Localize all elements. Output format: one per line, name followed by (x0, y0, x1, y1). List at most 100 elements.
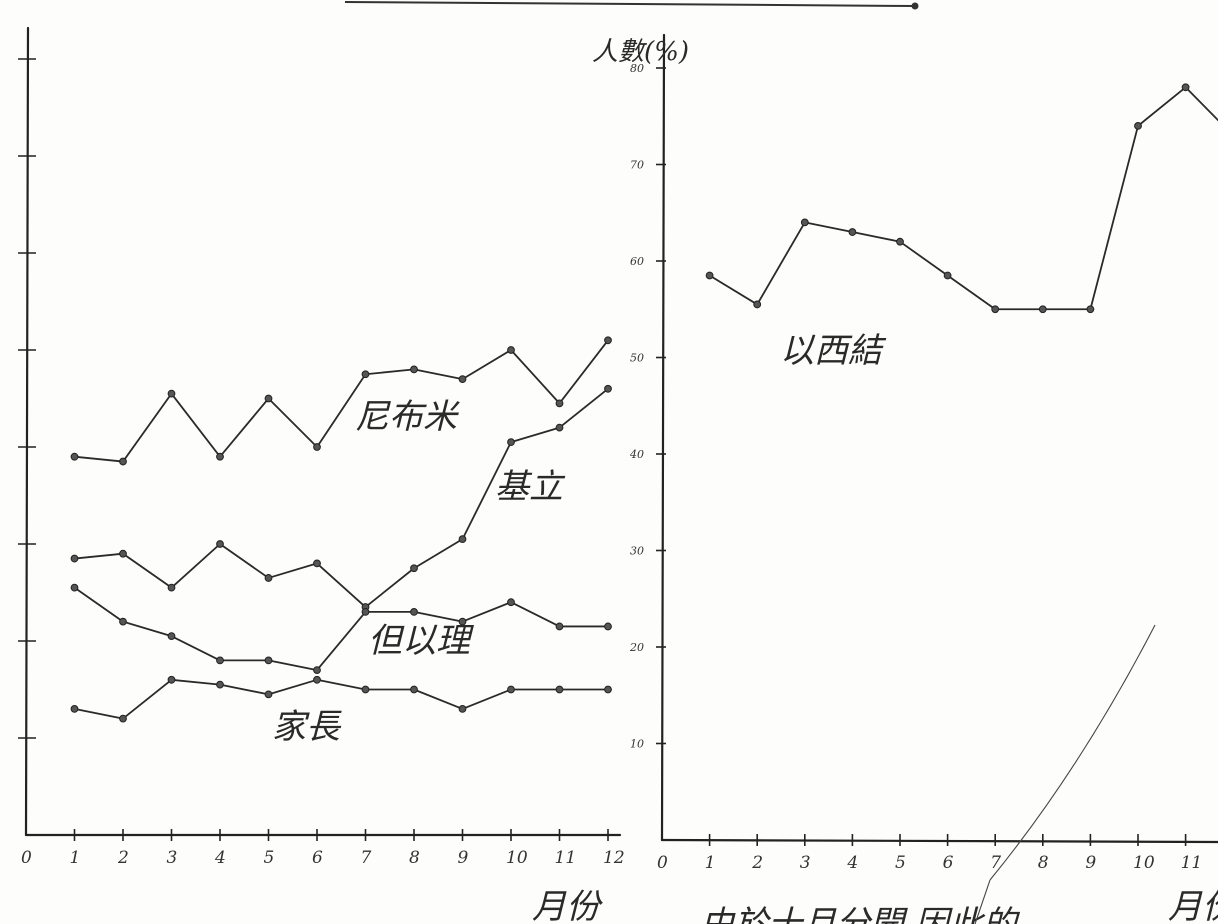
left-x-axis-label: 月份 (532, 887, 603, 924)
data-point (896, 237, 904, 246)
x-tick-label: 2 (117, 848, 129, 868)
series-line (73, 586, 608, 671)
stray-pen-line (989, 624, 1156, 881)
data-point (119, 617, 127, 626)
right-x-axis (660, 838, 1218, 844)
data-point (507, 438, 515, 447)
top-rule-end-dot (911, 2, 919, 10)
data-point (555, 399, 564, 408)
data-point (507, 685, 515, 694)
data-point (753, 300, 762, 309)
series-line (709, 86, 1218, 311)
data-point (604, 336, 612, 345)
x-tick-label: 4 (214, 848, 226, 868)
right-x-axis-label: 月份 (1168, 887, 1218, 924)
data-point (604, 384, 612, 393)
y-tick-label: 40 (629, 448, 644, 461)
data-point (361, 370, 370, 379)
right-y-axis (660, 33, 666, 842)
data-point (70, 583, 79, 592)
left-x-ticks: 0 1 2 3 4 5 6 7 8 9 10 11 12 (21, 829, 625, 868)
data-point (216, 452, 224, 461)
data-point (313, 443, 321, 451)
x-tick-label: 4 (846, 853, 858, 873)
right-series-group (705, 83, 1218, 314)
x-tick-label: 12 (603, 848, 625, 868)
x-tick-label: 3 (167, 848, 178, 868)
footer-note: 由於十月分開 因此的 (700, 904, 1021, 924)
x-tick-label: 7 (361, 848, 372, 868)
data-point (264, 656, 273, 665)
x-tick-label: 2 (751, 853, 763, 873)
data-point (1038, 305, 1047, 314)
data-point (800, 218, 809, 227)
data-point (458, 617, 467, 626)
y-tick-label: 70 (630, 159, 644, 172)
data-point (458, 375, 467, 384)
x-tick-label: 6 (312, 848, 323, 868)
left-y-axis (24, 26, 30, 837)
series-line (74, 678, 608, 720)
x-tick-label: 6 (943, 853, 954, 873)
data-point (604, 622, 612, 631)
right-y-axis-label: 人數(%) (592, 37, 689, 67)
data-point (216, 656, 224, 665)
data-point (410, 608, 418, 616)
data-point (1134, 122, 1142, 130)
data-point (313, 675, 321, 684)
data-point (1181, 83, 1190, 92)
data-point (848, 228, 857, 236)
data-point (119, 714, 127, 723)
x-tick-label: 10 (1133, 853, 1155, 873)
x-tick-label: 1 (70, 848, 81, 868)
data-point (167, 675, 176, 684)
x-tick-label: 0 (657, 853, 668, 873)
y-tick-label: 10 (630, 738, 644, 751)
right-x-ticks: 0 1 2 3 4 5 6 7 8 9 10 11 (657, 834, 1202, 873)
data-point (555, 423, 564, 432)
y-tick-label: 20 (629, 641, 644, 654)
x-tick-label: 10 (506, 848, 528, 868)
data-point (410, 365, 418, 374)
series-label-nibumi: 尼布米 (355, 397, 460, 437)
data-point (1086, 305, 1095, 314)
x-tick-label: 11 (555, 848, 577, 868)
data-point (216, 680, 224, 689)
stray-pen-line-tail (974, 879, 991, 924)
series-label-yixijie: 以西結 (780, 331, 887, 371)
y-tick-label: 50 (630, 352, 644, 365)
left-chart: 0 1 2 3 4 5 6 7 8 9 10 11 12 尼布米 基立 但以理 家長 月份 (18, 26, 625, 924)
left-y-ticks (18, 58, 36, 739)
series-label-danyili: 但以理 (368, 621, 474, 661)
data-point (361, 685, 370, 694)
data-point (119, 549, 127, 558)
data-point (555, 622, 564, 631)
data-point (70, 705, 79, 713)
series-label-jiazhang: 家長 (272, 707, 342, 747)
data-point (410, 564, 418, 573)
data-point (507, 346, 515, 354)
data-point (264, 690, 273, 699)
data-point (167, 389, 176, 398)
data-point (119, 457, 127, 466)
data-point (458, 705, 467, 713)
y-tick-label: 30 (630, 545, 644, 558)
data-point (313, 666, 321, 674)
y-tick-label: 80 (630, 62, 644, 75)
data-point (264, 574, 273, 582)
x-tick-label: 0 (21, 848, 32, 868)
data-point (458, 535, 467, 544)
data-point (410, 685, 418, 694)
series-label-jili: 基立 (495, 467, 566, 507)
data-point (361, 608, 370, 616)
data-point (705, 271, 714, 280)
right-y-ticks: 10 20 30 40 50 60 70 80 (629, 62, 666, 751)
data-point (70, 554, 79, 563)
data-point (216, 540, 224, 548)
data-point (70, 452, 79, 461)
data-point (167, 583, 176, 592)
y-tick-label: 60 (630, 255, 644, 268)
data-point (991, 305, 1000, 314)
x-tick-label: 11 (1181, 853, 1203, 873)
